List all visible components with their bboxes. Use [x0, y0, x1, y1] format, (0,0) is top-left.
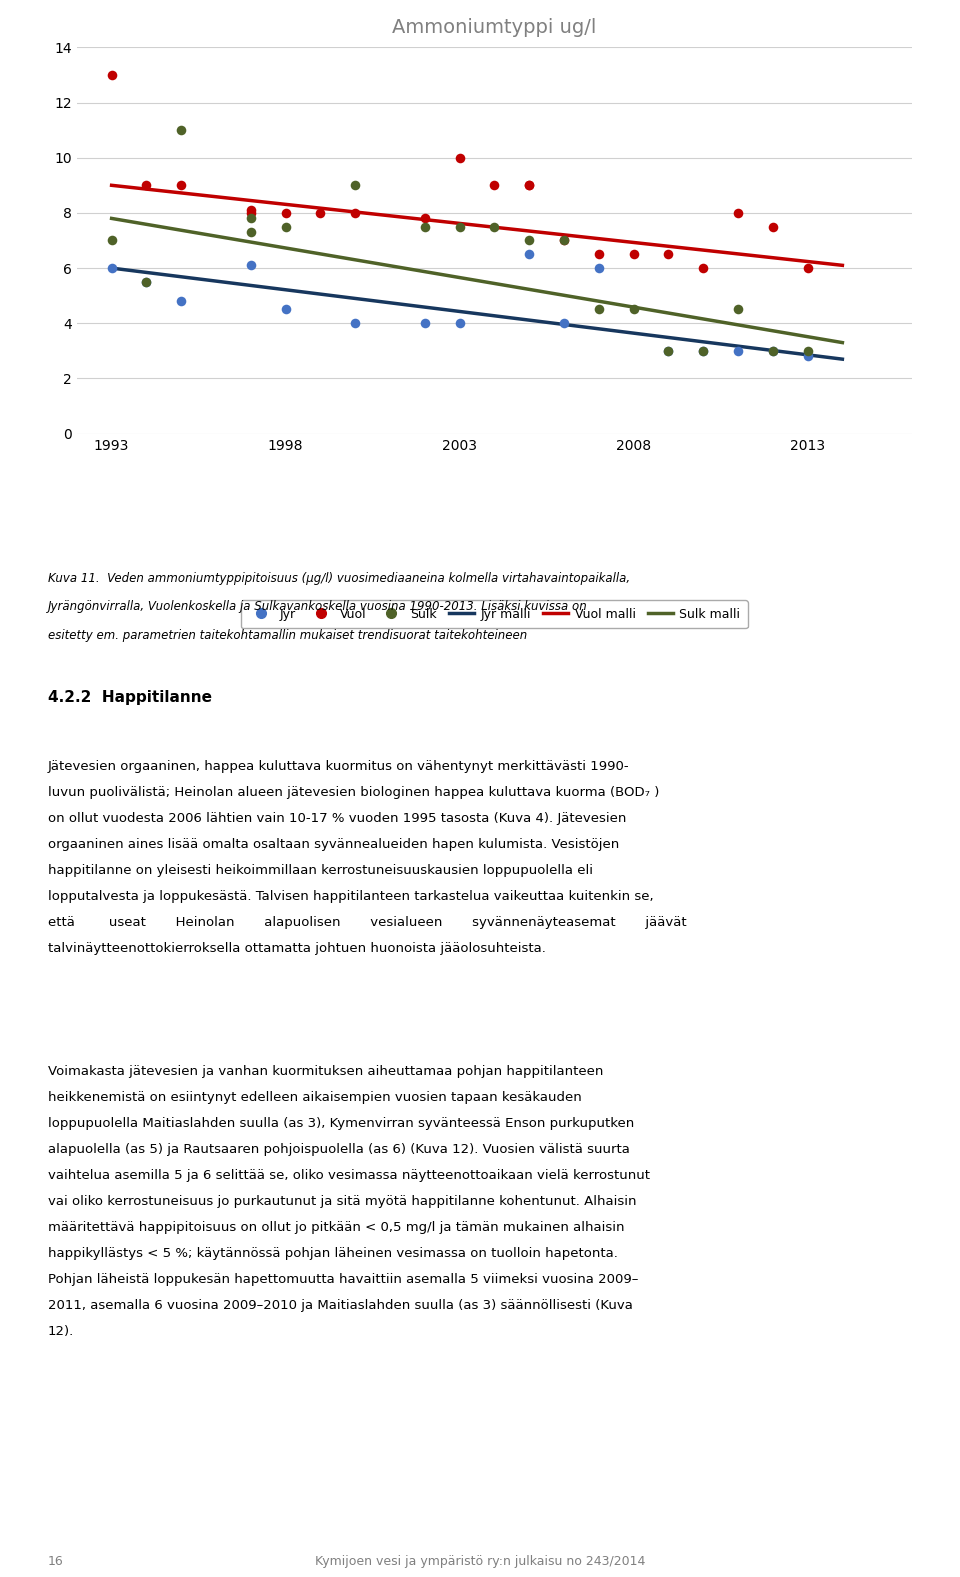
Text: orgaaninen aines lisää omalta osaltaan syvännealueiden hapen kulumista. Vesistöj: orgaaninen aines lisää omalta osaltaan s…: [48, 837, 619, 852]
Legend: Jyr, Vuol, Sulk, Jyr malli, Vuol malli, Sulk malli: Jyr, Vuol, Sulk, Jyr malli, Vuol malli, …: [241, 601, 748, 628]
Text: Jätevesien orgaaninen, happea kuluttava kuormitus on vähentynyt merkittävästi 19: Jätevesien orgaaninen, happea kuluttava …: [48, 760, 630, 773]
Point: [521, 172, 537, 197]
Text: Pohjan läheistä loppukesän hapettomuutta havaittiin asemalla 5 viimeksi vuosina : Pohjan läheistä loppukesän hapettomuutta…: [48, 1273, 638, 1287]
Point: [800, 344, 815, 369]
Point: [348, 172, 363, 197]
Text: alapuolella (as 5) ja Rautsaaren pohjoispuolella (as 6) (Kuva 12). Vuosien välis: alapuolella (as 5) ja Rautsaaren pohjois…: [48, 1143, 630, 1156]
Point: [660, 337, 676, 363]
Point: [452, 145, 468, 170]
Text: luvun puolivälistä; Heinolan alueen jätevesien biologinen happea kuluttava kuorm: luvun puolivälistä; Heinolan alueen jäte…: [48, 785, 660, 800]
Point: [731, 200, 746, 226]
Point: [313, 200, 328, 226]
Point: [243, 205, 258, 230]
Point: [243, 252, 258, 278]
Text: Jyrängönvirralla, Vuolenkoskella ja Sulkavankoskella vuosina 1990-2013. Lisäksi : Jyrängönvirralla, Vuolenkoskella ja Sulk…: [48, 601, 588, 613]
Point: [138, 270, 154, 295]
Point: [277, 200, 293, 226]
Point: [731, 337, 746, 363]
Point: [556, 311, 571, 336]
Point: [695, 337, 710, 363]
Point: [800, 337, 815, 363]
Text: Kuva 11.  Veden ammoniumtyppipitoisuus (μg/l) vuosimediaaneina kolmella virtahav: Kuva 11. Veden ammoniumtyppipitoisuus (μ…: [48, 572, 630, 585]
Point: [104, 62, 119, 87]
Text: 2011, asemalla 6 vuosina 2009–2010 ja Maitiaslahden suulla (as 3) säännöllisesti: 2011, asemalla 6 vuosina 2009–2010 ja Ma…: [48, 1299, 633, 1312]
Text: happitilanne on yleisesti heikoimmillaan kerrostuneisuuskausien loppupuolella el: happitilanne on yleisesti heikoimmillaan…: [48, 864, 593, 877]
Title: Ammoniumtyppi ug/l: Ammoniumtyppi ug/l: [393, 19, 596, 38]
Point: [277, 296, 293, 322]
Point: [104, 255, 119, 281]
Point: [556, 227, 571, 252]
Text: Kymijoen vesi ja ympäristö ry:n julkaisu no 243/2014: Kymijoen vesi ja ympäristö ry:n julkaisu…: [315, 1555, 645, 1568]
Point: [174, 172, 189, 197]
Text: 12).: 12).: [48, 1325, 74, 1339]
Text: 16: 16: [48, 1555, 63, 1568]
Point: [417, 205, 432, 230]
Point: [591, 296, 607, 322]
Point: [731, 296, 746, 322]
Text: vaihtelua asemilla 5 ja 6 selittää se, oliko vesimassa näytteenottoaikaan vielä : vaihtelua asemilla 5 ja 6 selittää se, o…: [48, 1169, 650, 1183]
Point: [138, 172, 154, 197]
Text: esitetty em. parametrien taitekohtamallin mukaiset trendisuorat taitekohteineen: esitetty em. parametrien taitekohtamalli…: [48, 629, 527, 642]
Point: [591, 241, 607, 267]
Point: [174, 118, 189, 144]
Point: [348, 311, 363, 336]
Text: heikkenemistä on esiintynyt edelleen aikaisempien vuosien tapaan kesäkauden: heikkenemistä on esiintynyt edelleen aik…: [48, 1091, 582, 1104]
Text: happikyllästys < 5 %; käytännössä pohjan läheinen vesimassa on tuolloin hapetont: happikyllästys < 5 %; käytännössä pohjan…: [48, 1247, 618, 1260]
Text: 4.2.2  Happitilanne: 4.2.2 Happitilanne: [48, 691, 212, 705]
Point: [556, 227, 571, 252]
Point: [695, 255, 710, 281]
Point: [626, 241, 641, 267]
Point: [277, 214, 293, 240]
Point: [521, 227, 537, 252]
Text: Voimakasta jätevesien ja vanhan kuormituksen aiheuttamaa pohjan happitilanteen: Voimakasta jätevesien ja vanhan kuormitu…: [48, 1064, 604, 1079]
Text: lopputalvesta ja loppukesästä. Talvisen happitilanteen tarkastelua vaikeuttaa ku: lopputalvesta ja loppukesästä. Talvisen …: [48, 889, 654, 904]
Point: [521, 241, 537, 267]
Point: [487, 172, 502, 197]
Point: [765, 337, 780, 363]
Point: [138, 270, 154, 295]
Point: [348, 200, 363, 226]
Point: [487, 214, 502, 240]
Text: määritettävä happipitoisuus on ollut jo pitkään < 0,5 mg/l ja tämän mukainen alh: määritettävä happipitoisuus on ollut jo …: [48, 1221, 625, 1235]
Point: [626, 296, 641, 322]
Point: [660, 241, 676, 267]
Point: [452, 214, 468, 240]
Point: [660, 337, 676, 363]
Point: [417, 214, 432, 240]
Text: että        useat       Heinolan       alapuolisen       vesialueen       syvänn: että useat Heinolan alapuolisen vesialue…: [48, 916, 686, 929]
Point: [104, 227, 119, 252]
Point: [765, 214, 780, 240]
Point: [417, 311, 432, 336]
Point: [174, 289, 189, 314]
Text: on ollut vuodesta 2006 lähtien vain 10-17 % vuoden 1995 tasosta (Kuva 4). Jäteve: on ollut vuodesta 2006 lähtien vain 10-1…: [48, 812, 626, 825]
Text: vai oliko kerrostuneisuus jo purkautunut ja sitä myötä happitilanne kohentunut. : vai oliko kerrostuneisuus jo purkautunut…: [48, 1195, 636, 1208]
Point: [591, 255, 607, 281]
Point: [243, 219, 258, 244]
Point: [521, 172, 537, 197]
Text: talvinäytteenottokierroksella ottamatta johtuen huonoista jääolosuhteista.: talvinäytteenottokierroksella ottamatta …: [48, 941, 546, 956]
Point: [452, 311, 468, 336]
Text: loppupuolella Maitiaslahden suulla (as 3), Kymenvirran syvänteessä Enson purkupu: loppupuolella Maitiaslahden suulla (as 3…: [48, 1117, 635, 1131]
Point: [765, 337, 780, 363]
Point: [800, 255, 815, 281]
Point: [695, 337, 710, 363]
Point: [243, 200, 258, 226]
Point: [243, 197, 258, 222]
